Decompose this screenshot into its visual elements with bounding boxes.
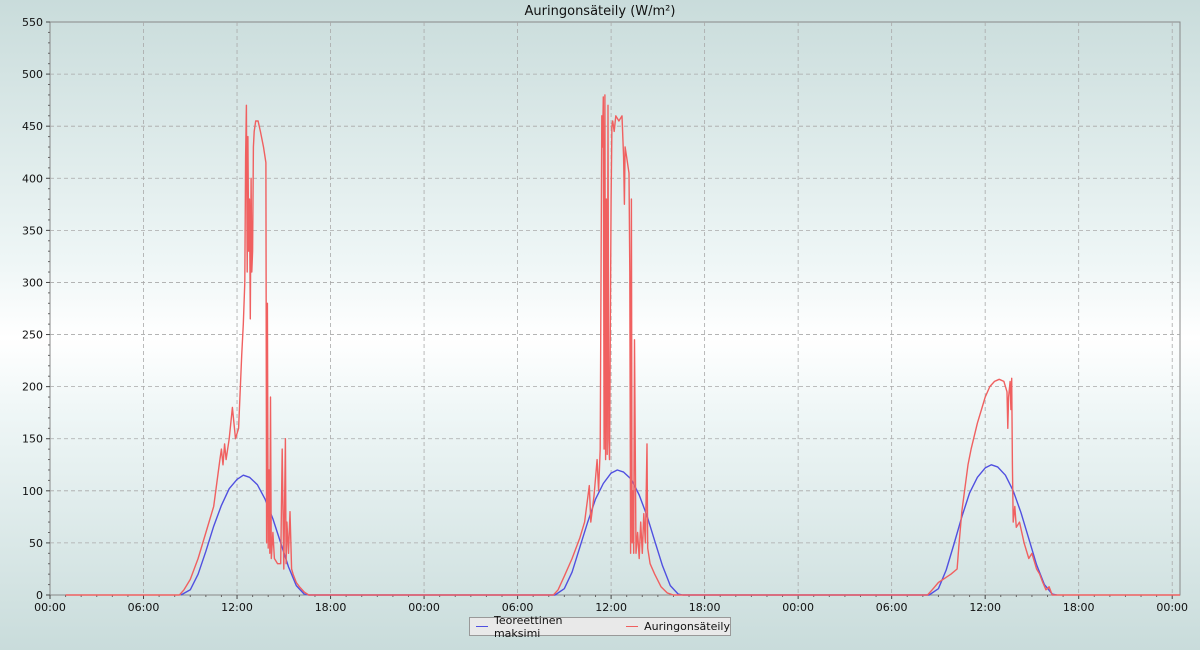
x-tick-label: 12:00	[595, 601, 627, 614]
legend: Teoreettinen maksimi Auringonsäteily	[469, 614, 731, 640]
x-tick-label: 06:00	[128, 601, 160, 614]
axes: 0 50 100 150 200 250 300 350 400 450 500 550 00:00 06…	[22, 16, 1188, 614]
x-tick-label: 00:00	[34, 601, 66, 614]
y-tick-label: 300	[22, 276, 43, 289]
legend-label-radiation: Auringonsäteily	[644, 620, 730, 633]
x-tick-label: 00:00	[782, 601, 814, 614]
x-tick-label: 18:00	[315, 601, 347, 614]
x-tick-label: 12:00	[221, 601, 253, 614]
legend-item-theoretical: Teoreettinen maksimi	[476, 614, 612, 640]
x-tick-label: 18:00	[689, 601, 721, 614]
legend-item-radiation: Auringonsäteily	[626, 620, 730, 633]
chart-title: Auringonsäteily (W/m²)	[525, 4, 676, 19]
plot-area	[49, 21, 1181, 596]
y-tick-label: 100	[22, 485, 43, 498]
y-tick-label: 350	[22, 224, 43, 237]
x-tick-label: 00:00	[1156, 601, 1188, 614]
y-tick-label: 50	[29, 537, 43, 550]
x-tick-label: 06:00	[502, 601, 534, 614]
gridlines	[50, 22, 1180, 595]
x-tick-label: 18:00	[1063, 601, 1095, 614]
x-tick-label: 12:00	[969, 601, 1001, 614]
series-line-theoretical-max	[180, 464, 1058, 596]
y-tick-label: 200	[22, 381, 43, 394]
legend-label-theoretical: Teoreettinen maksimi	[493, 613, 563, 640]
x-tick-label: 00:00	[408, 601, 440, 614]
y-tick-label: 250	[22, 329, 43, 342]
legend-swatch-theoretical	[476, 626, 488, 627]
y-tick-label: 0	[36, 589, 43, 602]
y-tick-label: 450	[22, 120, 43, 133]
y-tick-label: 150	[22, 433, 43, 446]
series-layer	[65, 94, 1180, 596]
y-tick-label: 500	[22, 68, 43, 81]
series-line-radiation	[65, 94, 1180, 596]
legend-swatch-radiation	[626, 626, 639, 627]
x-tick-label: 06:00	[876, 601, 908, 614]
y-tick-label: 550	[22, 16, 43, 29]
y-tick-label: 400	[22, 172, 43, 185]
